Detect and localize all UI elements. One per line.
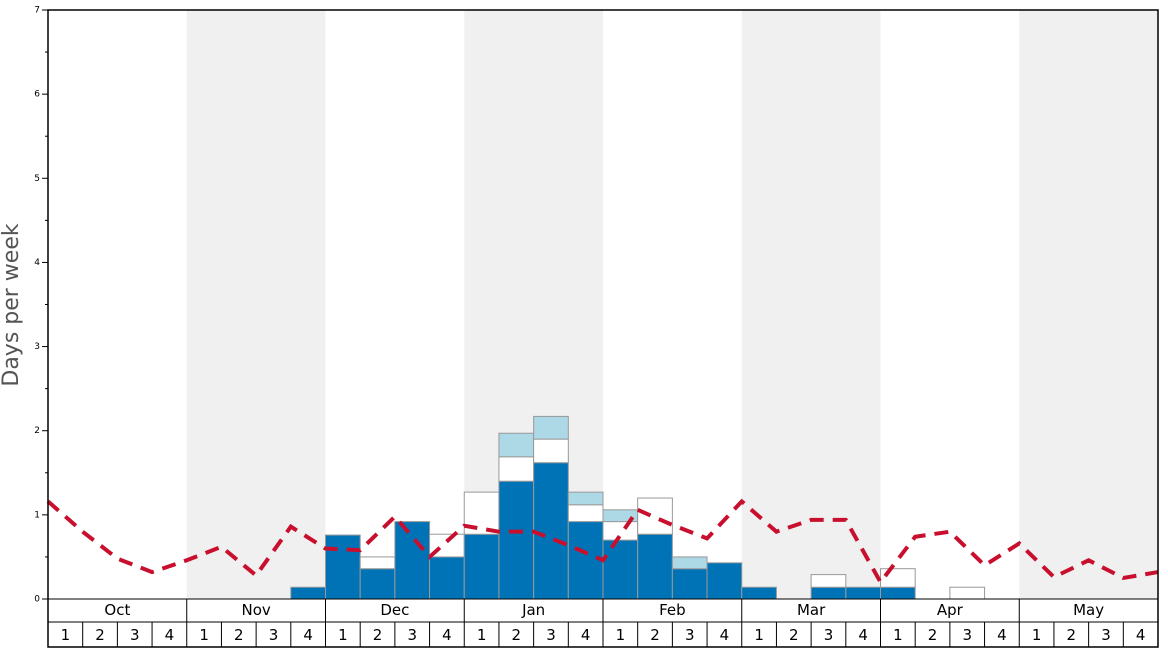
y-tick-label: 4 [34, 258, 40, 268]
y-tick-label: 3 [34, 342, 40, 352]
bar-segment [359, 556, 396, 570]
bar-segment [325, 534, 361, 600]
bar-segment [637, 533, 673, 600]
bar-segment [880, 568, 916, 588]
bar-segment [602, 539, 639, 600]
x-tick-label: 2 [373, 626, 383, 644]
x-tick-label: 3 [1101, 626, 1111, 644]
bar-segment [567, 521, 604, 600]
month-label: Nov [241, 601, 270, 619]
x-tick-label: 4 [997, 626, 1007, 644]
bar-segment [498, 432, 535, 458]
x-tick-label: 4 [165, 626, 175, 644]
month-label: Feb [659, 601, 686, 619]
x-tick-label: 3 [130, 626, 140, 644]
y-tick-label: 5 [34, 174, 40, 184]
bar-segment [498, 456, 535, 482]
month-label: Jan [521, 601, 545, 619]
bar-segment [845, 586, 881, 600]
bar-segment [533, 415, 569, 440]
x-tick-label: 1 [61, 626, 71, 644]
month-shade [741, 10, 881, 599]
x-tick-label: 1 [754, 626, 764, 644]
x-tick-label: 1 [893, 626, 903, 644]
y-tick-label: 2 [34, 426, 40, 436]
x-tick-label: 2 [650, 626, 660, 644]
x-tick-label: 4 [1136, 626, 1146, 644]
bar-segment [637, 497, 673, 535]
x-tick-label: 3 [824, 626, 834, 644]
bar-segment [810, 574, 847, 588]
bar-segment [949, 586, 986, 600]
month-label: Oct [104, 601, 130, 619]
x-tick-label: 2 [95, 626, 105, 644]
bar-segment [429, 556, 465, 600]
y-tick-label: 0 [34, 595, 40, 605]
bar-segment [567, 504, 604, 523]
y-axis-label: Days per week [0, 223, 24, 386]
y-tick-label: 6 [34, 90, 40, 100]
x-tick-label: 1 [616, 626, 626, 644]
x-tick-label: 2 [1067, 626, 1077, 644]
plot-frame [47, 9, 1159, 648]
x-tick-label: 4 [581, 626, 591, 644]
x-tick-label: 1 [199, 626, 209, 644]
average-line [46, 498, 1159, 586]
x-tick-label: 4 [303, 626, 313, 644]
bar-segment [290, 586, 326, 600]
x-tick-label: 3 [269, 626, 279, 644]
bar-segment [671, 568, 708, 600]
x-tick-label: 3 [685, 626, 695, 644]
x-tick-label: 1 [338, 626, 348, 644]
bar-segment [810, 586, 847, 600]
bar-segment [706, 562, 743, 600]
bar-segment [880, 586, 916, 600]
y-tick-label: 1 [34, 510, 40, 520]
bar-segment [463, 533, 500, 600]
x-tick-label: 1 [1032, 626, 1042, 644]
bar-segment [567, 491, 604, 506]
month-shade [1019, 10, 1158, 599]
month-label: Mar [797, 601, 826, 619]
bar-segment [359, 568, 396, 600]
x-tick-label: 3 [407, 626, 417, 644]
x-tick-label: 3 [546, 626, 556, 644]
x-tick-label: 4 [442, 626, 452, 644]
x-tick-label: 2 [789, 626, 799, 644]
bar-segment [741, 586, 777, 600]
month-label: Dec [380, 601, 409, 619]
month-label: May [1073, 601, 1104, 619]
bar-segment [533, 462, 569, 600]
bar-segment [394, 521, 431, 600]
x-tick-label: 4 [720, 626, 730, 644]
x-tick-label: 2 [234, 626, 244, 644]
bar-segment [671, 556, 708, 570]
x-tick-label: 2 [512, 626, 522, 644]
y-tick-label: 7 [34, 6, 40, 16]
x-tick-label: 1 [477, 626, 487, 644]
month-shade [186, 10, 326, 599]
bar-segment [498, 480, 535, 600]
x-tick-label: 2 [928, 626, 938, 644]
x-tick-label: 4 [858, 626, 868, 644]
x-tick-label: 3 [962, 626, 972, 644]
month-label: Apr [937, 601, 964, 619]
bar-segment [533, 438, 569, 464]
